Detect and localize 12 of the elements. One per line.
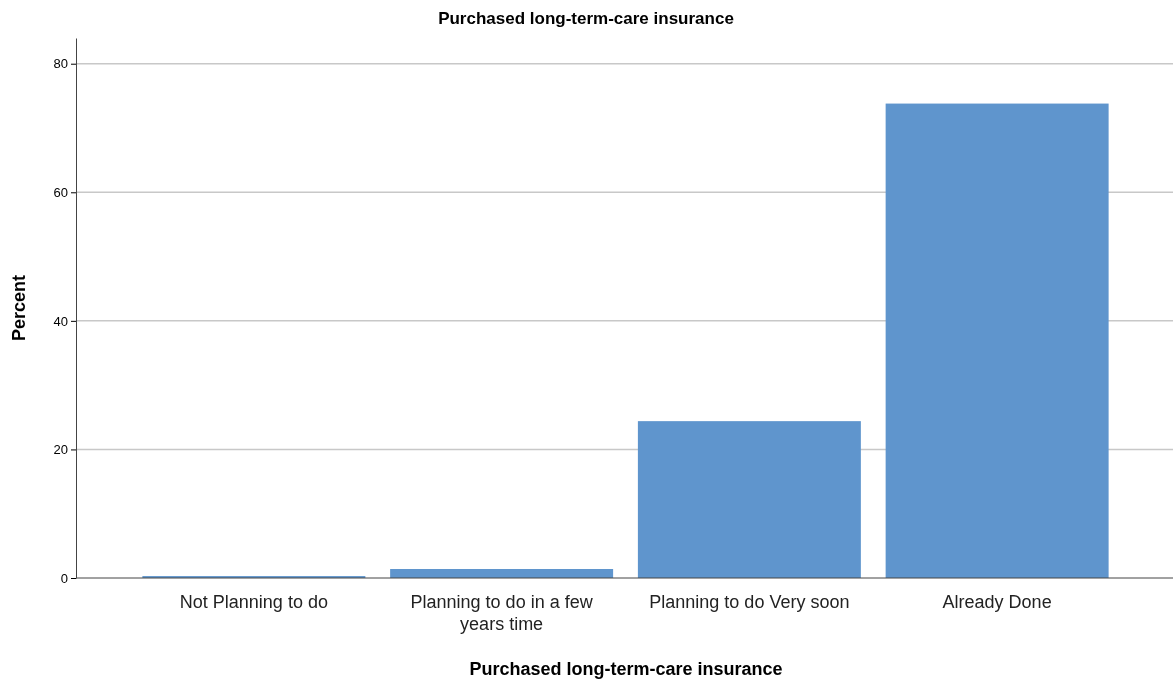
chart-title: Purchased long-term-care insurance <box>438 9 734 28</box>
y-tick-label: 40 <box>53 313 68 329</box>
x-tick-label: Planning to do Very soon <box>649 592 850 612</box>
y-tick-label: 20 <box>53 442 68 458</box>
x-axis-title: Purchased long-term-care insurance <box>469 659 783 679</box>
y-tick-label: 0 <box>60 570 68 586</box>
y-axis-title: Percent <box>9 274 29 342</box>
y-tick-label: 80 <box>53 56 68 72</box>
x-tick-label: Not Planning to do <box>179 592 328 612</box>
x-tick-label: Planning to do in a few years time <box>410 592 594 634</box>
y-tick-label: 60 <box>53 184 68 200</box>
x-tick-label: Already Done <box>942 592 1052 612</box>
